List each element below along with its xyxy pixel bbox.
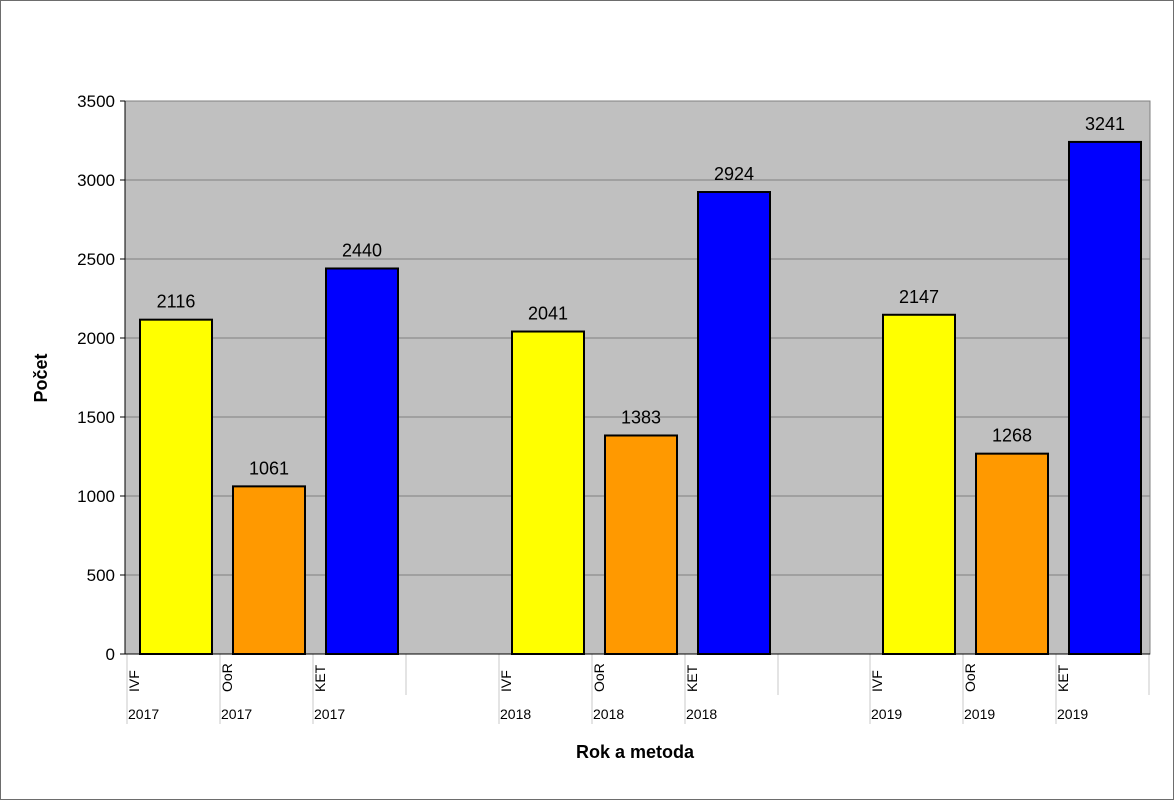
bars [139, 140, 1142, 655]
y-axis-title: Počet [31, 353, 51, 402]
data-label: 2147 [899, 287, 939, 307]
x-category-method: OoR [219, 663, 235, 692]
data-label: 2041 [528, 304, 568, 324]
x-category-method: OoR [962, 663, 978, 692]
y-tick-label: 3000 [77, 171, 115, 190]
data-label: 2924 [714, 164, 754, 184]
y-tick-label: 2000 [77, 329, 115, 348]
x-category-year: 2018 [593, 706, 624, 722]
x-category-year: 2018 [500, 706, 531, 722]
y-tick-label: 2500 [77, 250, 115, 269]
x-category-method: KET [312, 664, 328, 692]
data-labels: 2116 1061 2440 2041 1383 2924 2147 1268 3241 [157, 114, 1125, 478]
x-category-year: 2019 [1057, 706, 1088, 722]
bar-ket-2018 [697, 191, 771, 655]
x-category-method: IVF [126, 670, 142, 692]
x-category-method: OoR [591, 663, 607, 692]
bar-ivf-2017 [139, 318, 213, 655]
bar-oor-2017 [232, 485, 306, 655]
x-category-method: KET [1055, 664, 1071, 692]
x-category-method: IVF [869, 670, 885, 692]
x-category-year: 2017 [128, 706, 159, 722]
bar-ivf-2019 [882, 313, 956, 655]
bar-oor-2019 [975, 452, 1049, 655]
y-tick-label: 500 [87, 566, 115, 585]
data-label: 1268 [992, 426, 1032, 446]
x-category-year: 2017 [314, 706, 345, 722]
data-label: 2116 [157, 292, 196, 312]
data-label: 1061 [249, 458, 289, 478]
bar-ivf-2018 [511, 330, 585, 655]
x-axis-categories: IVF 2017 OoR 2017 KET 2017 IVF 2018 OoR 2018 KET 20… [126, 654, 1150, 724]
x-category-year: 2018 [686, 706, 717, 722]
x-category-method: KET [684, 664, 700, 692]
y-tick-label: 3500 [77, 92, 115, 111]
bar-ket-2019 [1068, 140, 1142, 655]
y-tick-label: 1500 [77, 408, 115, 427]
x-category-year: 2019 [964, 706, 995, 722]
data-label: 2440 [342, 240, 382, 260]
data-label: 3241 [1085, 114, 1125, 134]
x-category-year: 2017 [221, 706, 252, 722]
y-tick-label: 0 [106, 645, 115, 664]
x-category-method: IVF [498, 670, 514, 692]
bar-ket-2017 [325, 267, 399, 655]
y-tick-label: 1000 [77, 487, 115, 506]
bar-oor-2018 [604, 434, 678, 655]
data-label: 1383 [621, 407, 661, 427]
x-category-year: 2019 [871, 706, 902, 722]
y-axis-ticks: 0 500 1000 1500 2000 2500 3000 3500 [77, 92, 125, 664]
x-axis-title: Rok a metoda [576, 742, 695, 762]
